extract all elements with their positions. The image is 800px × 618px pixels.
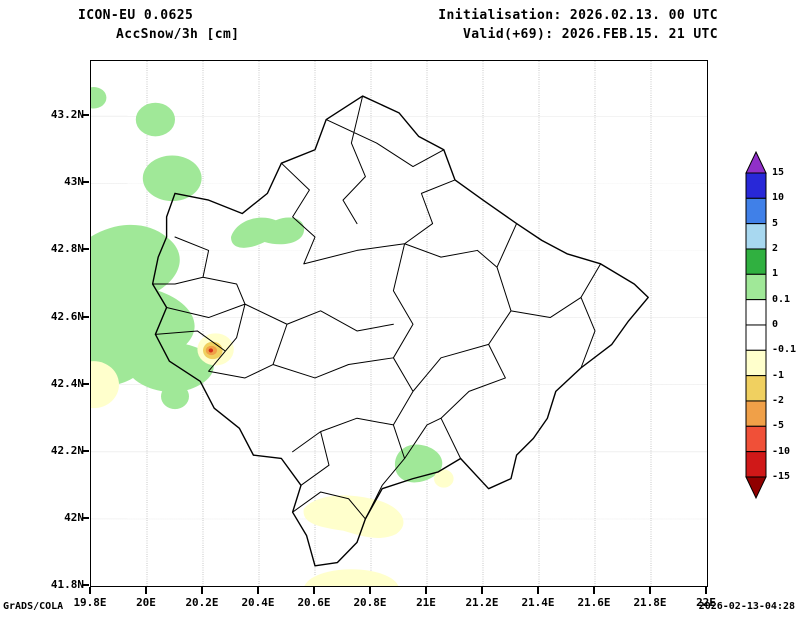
- melt-patch: [303, 495, 404, 538]
- creation-timestamp: 2026-02-13-04:28: [698, 601, 795, 612]
- legend-level-label: 10: [772, 192, 785, 204]
- lat-axis-label: 43.2N: [50, 108, 84, 122]
- snow-patch: [142, 155, 202, 202]
- lon-axis-label: 21.4E: [521, 596, 555, 609]
- legend-level-label: 5: [772, 217, 779, 229]
- lon-axis-tick: [481, 586, 483, 594]
- lon-axis-tick: [89, 586, 91, 594]
- lat-axis-label: 42.6N: [50, 309, 84, 323]
- legend-level-label: 2: [772, 242, 779, 254]
- lat-axis-label: 42.4N: [50, 376, 84, 390]
- lon-axis-tick: [537, 586, 539, 594]
- melt-patch: [304, 569, 399, 586]
- model-title: ICON-EU 0.0625: [78, 8, 194, 23]
- snow-patch: [161, 383, 190, 410]
- lon-axis-label: 20E: [136, 596, 156, 609]
- legend-level-label: -1: [772, 369, 785, 381]
- lon-axis-label: 20.4E: [241, 596, 275, 609]
- lon-axis-label: 21E: [416, 596, 436, 609]
- lon-axis-tick: [201, 586, 203, 594]
- snow-patch: [135, 102, 176, 137]
- legend-level-label: -15: [772, 470, 791, 482]
- lon-axis-tick: [705, 586, 707, 594]
- lat-axis-tick: [82, 181, 89, 184]
- shading-layer: [91, 87, 454, 586]
- country-border: [153, 96, 649, 566]
- legend-level-label: 0: [772, 318, 779, 330]
- lon-axis-label: 21.2E: [465, 596, 499, 609]
- lat-axis-tick: [82, 114, 89, 117]
- lat-axis-tick: [82, 382, 89, 385]
- lon-axis-label: 20.6E: [297, 596, 331, 609]
- lon-axis-tick: [649, 586, 651, 594]
- legend-level-label: -0.1: [772, 344, 797, 356]
- municipality-borders: [153, 96, 601, 519]
- legend-segment: [745, 324, 767, 351]
- legend-level-label: -5: [772, 420, 785, 432]
- legend-level-label: -10: [772, 445, 791, 457]
- lat-axis-tick: [82, 449, 89, 452]
- lat-axis-label: 42.2N: [50, 443, 84, 457]
- legend-segment: [745, 172, 767, 199]
- lat-axis-label: 42N: [64, 510, 84, 524]
- lat-axis-tick: [82, 584, 89, 586]
- lon-axis-tick: [425, 586, 427, 594]
- lat-axis-label: 43N: [64, 175, 84, 189]
- legend-segment: [745, 375, 767, 402]
- legend-segment: [745, 400, 767, 427]
- lon-axis-tick: [313, 586, 315, 594]
- lon-axis-label: 20.8E: [353, 596, 387, 609]
- lat-axis-tick: [82, 315, 89, 318]
- legend-level-label: 15: [772, 167, 785, 178]
- legend-segment: [745, 349, 767, 377]
- lon-axis-tick: [145, 586, 147, 594]
- legend-segment: [745, 197, 767, 225]
- lon-axis-label: 21.6E: [577, 596, 611, 609]
- snow-patch: [91, 87, 107, 109]
- lon-axis-label: 21.8E: [633, 596, 667, 609]
- lon-axis-label: 19.8E: [73, 596, 107, 609]
- legend-segment: [745, 299, 767, 326]
- snow-patch: [91, 224, 214, 392]
- legend-segment: [745, 451, 767, 478]
- lat-axis-label: 42.8N: [50, 242, 84, 256]
- legend-level-label: 0.1: [772, 293, 791, 305]
- melt-patch-core: [208, 348, 214, 353]
- borders-layer: [153, 96, 649, 566]
- lon-axis-label: 22E: [696, 596, 716, 609]
- melt-patch: [434, 469, 454, 488]
- map-canvas: [91, 61, 707, 586]
- lat-axis-label: 41.8N: [50, 578, 84, 591]
- lon-axis-tick: [369, 586, 371, 594]
- legend-level-label: 1: [772, 268, 779, 280]
- snow-patch: [231, 217, 305, 248]
- grads-credit: GrADS/COLA: [3, 601, 64, 612]
- melt-patch: [91, 361, 119, 409]
- lon-axis-tick: [593, 586, 595, 594]
- legend-arrow-bottom: [745, 476, 767, 500]
- lon-axis-tick: [257, 586, 259, 594]
- legend-segment: [745, 223, 767, 250]
- lat-axis-tick: [82, 516, 89, 519]
- legend-segment: [745, 273, 767, 301]
- legend-segment: [745, 425, 767, 453]
- initialisation-time: Initialisation: 2026.02.13. 00 UTC: [438, 8, 718, 23]
- lon-axis-label: 20.2E: [185, 596, 219, 609]
- variable-title: AccSnow/3h [cm]: [116, 27, 240, 42]
- lat-axis-tick: [82, 248, 89, 251]
- snow-patch: [91, 320, 100, 335]
- map-plot-frame: [90, 60, 708, 587]
- legend-level-label: -2: [772, 394, 785, 406]
- color-scale-bar: [745, 151, 767, 500]
- legend-segment: [745, 248, 767, 275]
- valid-time: Valid(+69): 2026.FEB.15. 21 UTC: [462, 27, 718, 42]
- snow-patch: [394, 444, 443, 483]
- legend-arrow-top: [745, 151, 767, 174]
